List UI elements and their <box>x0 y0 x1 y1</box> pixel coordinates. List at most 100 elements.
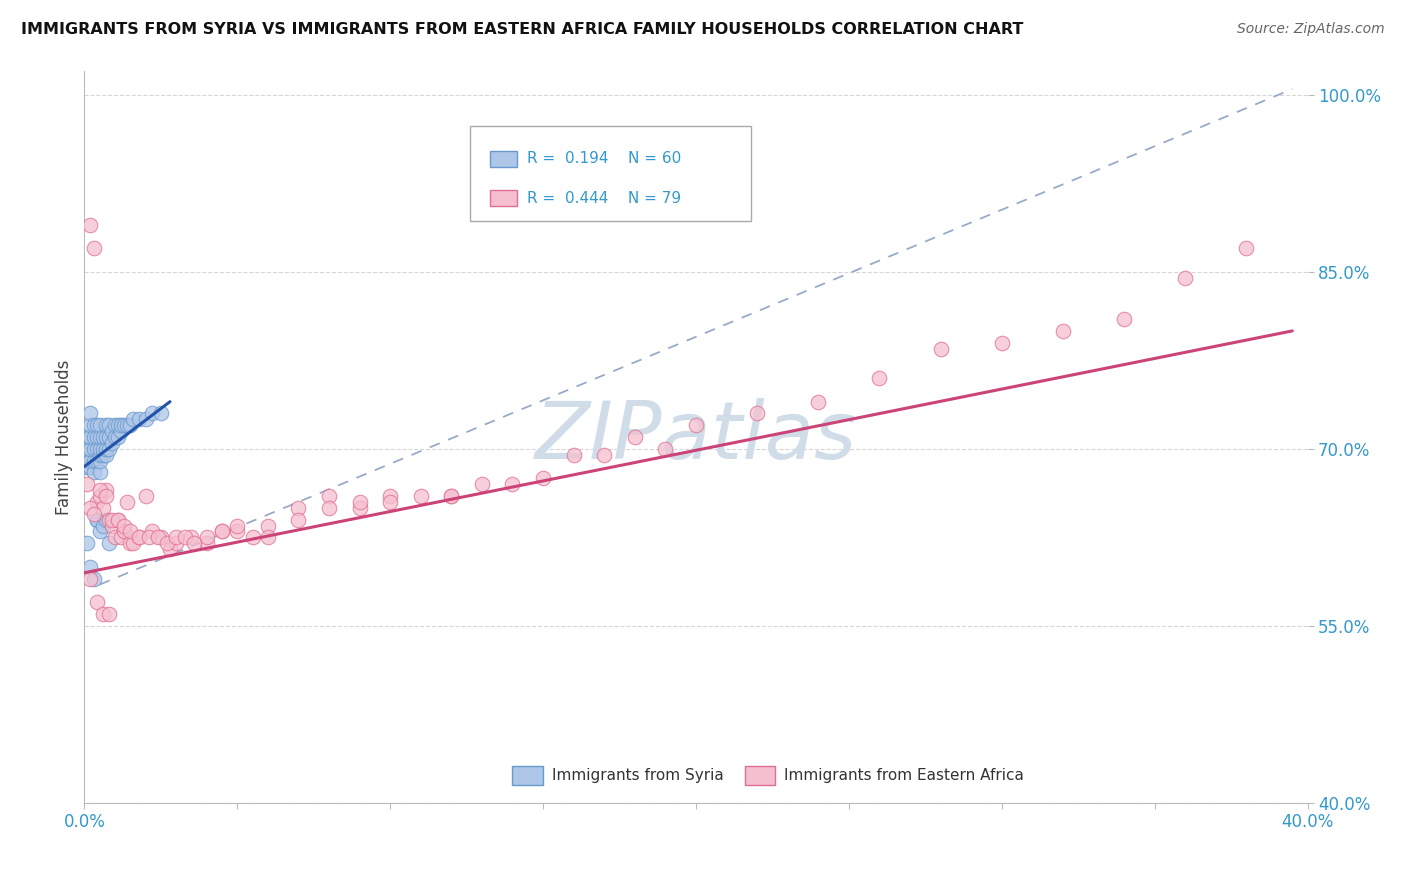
Point <box>211 524 233 539</box>
Point <box>1114 312 1136 326</box>
Point <box>89 430 111 444</box>
Point <box>97 442 120 456</box>
Point <box>624 430 647 444</box>
Point <box>685 418 707 433</box>
Point <box>86 513 108 527</box>
Point <box>76 536 98 550</box>
Point <box>120 524 142 539</box>
Point <box>257 518 280 533</box>
Point <box>107 513 129 527</box>
Point <box>79 453 101 467</box>
Point <box>112 518 135 533</box>
Point <box>112 418 135 433</box>
Point <box>380 495 402 509</box>
Point <box>104 530 127 544</box>
Point <box>97 418 120 433</box>
Point <box>257 530 280 544</box>
Point <box>107 513 129 527</box>
Point <box>1052 324 1074 338</box>
Point <box>471 477 494 491</box>
Point <box>101 424 124 438</box>
Point <box>79 442 101 456</box>
Point <box>91 430 114 444</box>
Point <box>128 530 150 544</box>
Point <box>122 412 145 426</box>
FancyBboxPatch shape <box>491 190 517 206</box>
Point <box>91 442 114 456</box>
Point <box>89 453 111 467</box>
Point <box>91 607 114 621</box>
Point <box>97 536 120 550</box>
Point <box>89 466 111 480</box>
Point <box>86 418 108 433</box>
Point <box>83 418 105 433</box>
Point <box>94 418 117 433</box>
Point <box>94 483 117 498</box>
Point <box>89 524 111 539</box>
Point <box>79 459 101 474</box>
Point <box>141 524 163 539</box>
Point <box>120 536 142 550</box>
Point <box>76 477 98 491</box>
Point <box>156 536 179 550</box>
Point <box>89 448 111 462</box>
Point <box>747 407 769 421</box>
Point <box>83 442 105 456</box>
Point <box>76 459 98 474</box>
Point <box>79 572 101 586</box>
Point <box>89 418 111 433</box>
Point <box>79 407 101 421</box>
Point <box>120 418 142 433</box>
Point <box>531 471 554 485</box>
Point <box>97 513 120 527</box>
Point <box>409 489 432 503</box>
Point <box>226 524 249 539</box>
Point <box>97 430 120 444</box>
Point <box>318 500 340 515</box>
Point <box>101 518 124 533</box>
Text: Immigrants from Syria: Immigrants from Syria <box>551 768 723 783</box>
Text: Immigrants from Eastern Africa: Immigrants from Eastern Africa <box>785 768 1024 783</box>
Point <box>165 530 187 544</box>
Point <box>104 430 127 444</box>
Point <box>869 371 891 385</box>
Point <box>287 513 309 527</box>
Point <box>86 513 108 527</box>
Point <box>83 466 105 480</box>
Point <box>94 513 117 527</box>
Point <box>79 218 101 232</box>
Point <box>149 530 172 544</box>
Point <box>654 442 676 456</box>
Point <box>149 407 172 421</box>
Point <box>349 495 371 509</box>
Point <box>76 448 98 462</box>
Point <box>76 430 98 444</box>
Point <box>91 518 114 533</box>
Point <box>929 342 952 356</box>
Point <box>380 489 402 503</box>
Point <box>83 430 105 444</box>
Point <box>104 418 127 433</box>
Point <box>115 418 138 433</box>
Point <box>83 572 105 586</box>
Point <box>138 530 160 544</box>
Point <box>141 407 163 421</box>
Point <box>807 394 830 409</box>
Point <box>128 412 150 426</box>
Point <box>174 530 197 544</box>
Point <box>287 500 309 515</box>
FancyBboxPatch shape <box>470 126 751 221</box>
Point <box>195 530 218 544</box>
Point <box>86 453 108 467</box>
Point <box>135 412 157 426</box>
Point <box>91 500 114 515</box>
Text: ZIPatlas: ZIPatlas <box>534 398 858 476</box>
Point <box>107 418 129 433</box>
Point <box>79 500 101 515</box>
FancyBboxPatch shape <box>491 151 517 167</box>
Point <box>562 448 585 462</box>
Point <box>86 495 108 509</box>
Text: R =  0.194    N = 60: R = 0.194 N = 60 <box>527 152 682 166</box>
Point <box>1236 241 1258 255</box>
Point <box>110 418 132 433</box>
